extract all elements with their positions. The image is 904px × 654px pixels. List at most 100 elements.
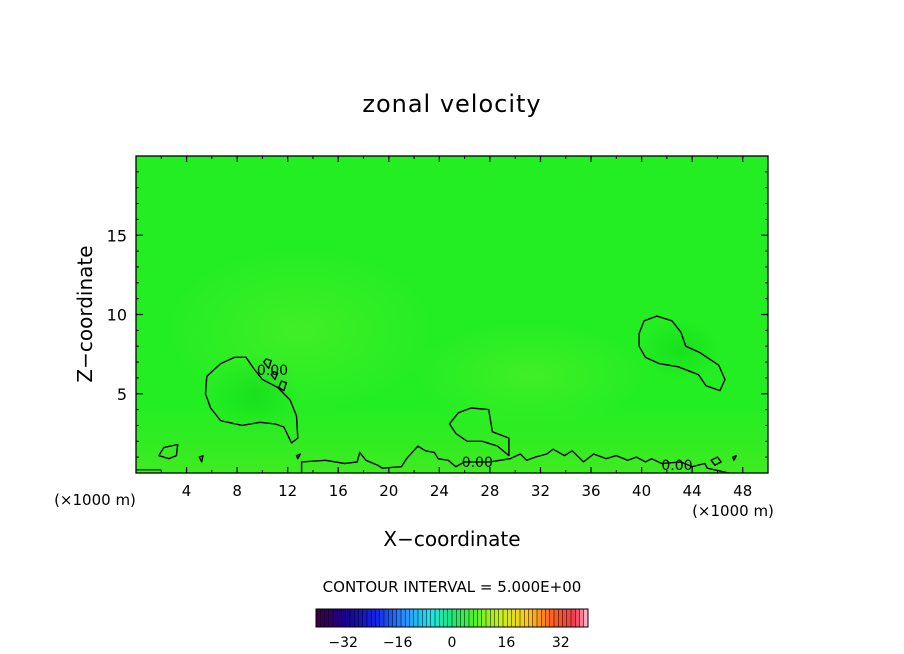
colorbar-swatch	[367, 609, 372, 627]
colorbar-swatch	[511, 609, 517, 627]
colorbar-swatch	[477, 609, 483, 627]
colorbar-swatch	[430, 609, 436, 627]
colorbar-swatch	[320, 609, 325, 627]
colorbar-swatch	[447, 609, 453, 627]
x-tick-label: 12	[278, 482, 297, 500]
contour-interval-text: CONTOUR INTERVAL = 5.000E+00	[323, 578, 582, 596]
contour-labels: 0.00 0.00 0.00	[257, 363, 693, 474]
colorbar-tick-label: 16	[497, 635, 515, 651]
x-tick-label: 20	[379, 482, 398, 500]
colorbar-swatch	[494, 609, 500, 627]
colorbar-swatch	[554, 609, 559, 627]
colorbar-swatch	[426, 609, 432, 627]
colorbar-swatch	[562, 609, 568, 627]
colorbar-swatch	[354, 609, 359, 627]
x-tick-label: 4	[182, 482, 192, 500]
colorbar-swatch	[473, 609, 478, 627]
contour-line	[278, 380, 288, 392]
field-shade-2	[410, 320, 650, 430]
colorbar-swatch	[558, 609, 563, 627]
x-tick-label: 40	[632, 482, 651, 500]
x-axis-label: X−coordinate	[383, 527, 520, 551]
colorbar-swatch	[452, 609, 457, 627]
contour-line	[204, 356, 299, 444]
colorbar-swatch	[316, 609, 321, 627]
colorbar-swatch	[481, 609, 487, 627]
colorbar-swatch	[362, 609, 368, 627]
contour-line	[263, 358, 272, 370]
colorbar-swatch	[549, 609, 555, 627]
colorbar-swatch	[375, 609, 381, 627]
colorbar-swatch	[439, 609, 444, 627]
colorbar	[315, 608, 589, 628]
plot-area: 0.000.00 0.00 4 8 12 16 20 24 28 32 36 40 44 48 5101…	[107, 155, 769, 500]
x-axis-ticks: 4 8 12 16 20 24 28 32 36 40 44 48	[160, 156, 752, 500]
y-tick-label: 15	[107, 226, 127, 245]
colorbar-swatch	[379, 609, 385, 627]
colorbar-swatch	[405, 609, 410, 627]
y-axis-label: Z−coordinate	[73, 245, 97, 382]
colorbar-swatch	[532, 609, 538, 627]
colorbar-swatch	[324, 609, 330, 627]
colorbar-tick-label: 0	[448, 635, 457, 651]
colorbar-swatch	[392, 609, 398, 627]
contour-line-ground	[300, 445, 729, 473]
field-shade-ground	[136, 405, 768, 473]
colorbar-tick-label: −16	[383, 635, 413, 651]
colorbar-tick-labels: −32 −16 0 16 32	[328, 635, 569, 651]
colorbar-swatch	[498, 609, 504, 627]
colorbar-swatch	[409, 609, 415, 627]
contour-line	[295, 453, 301, 460]
colorbar-swatch	[413, 609, 419, 627]
colorbar-swatch	[422, 609, 427, 627]
colorbar-tick-label: −32	[328, 635, 358, 651]
x-tick-label: 32	[531, 482, 550, 500]
colorbar-swatch	[396, 609, 402, 627]
x-tick-label: 48	[733, 482, 752, 500]
y-tick-label: 10	[107, 306, 127, 325]
colorbar-frame	[315, 608, 589, 628]
x-unit-label: (×1000 m)	[54, 491, 136, 509]
x-tick-label: 16	[329, 482, 348, 500]
colorbar-swatch	[435, 609, 440, 627]
y-tick-label: 5	[117, 385, 127, 404]
field-shade-4	[640, 320, 720, 380]
colorbar-swatch	[579, 609, 585, 627]
contour-label: 0.00	[462, 455, 493, 471]
contour-line	[158, 443, 179, 460]
colorbar-swatch	[350, 609, 355, 627]
colorbar-swatch	[486, 609, 491, 627]
colorbar-swatch	[388, 609, 393, 627]
x-tick-label: 44	[683, 482, 702, 500]
x-tick-label: 8	[232, 482, 242, 500]
contour-line	[638, 315, 726, 392]
colorbar-swatch	[583, 609, 589, 627]
colorbar-swatch	[384, 609, 389, 627]
colorbar-swatch	[341, 609, 347, 627]
colorbar-swatch	[456, 609, 461, 627]
colorbar-swatch	[566, 609, 572, 627]
colorbar-tick-label: 32	[552, 635, 570, 651]
contour-line	[731, 454, 738, 461]
colorbar-swatch	[358, 609, 364, 627]
x-tick-label: 24	[430, 482, 449, 500]
y-axis-ticks: 5 10 15	[107, 171, 768, 458]
contour-line	[710, 456, 722, 466]
colorbar-swatch	[515, 609, 521, 627]
colorbar-swatch	[345, 609, 351, 627]
contour-line	[198, 454, 204, 463]
colorbar-swatch	[571, 609, 576, 627]
colorbar-swatch	[333, 609, 338, 627]
colorbar-swatch	[541, 609, 546, 627]
colorbar-swatch	[337, 609, 342, 627]
colorbar-swatch	[520, 609, 525, 627]
colorbar-swatch	[418, 609, 423, 627]
contour-line	[270, 370, 279, 381]
field-shade-1	[160, 245, 440, 415]
colorbar-swatch	[443, 609, 449, 627]
contour-label: 0.00	[661, 458, 692, 474]
colorbar-swatch	[401, 609, 406, 627]
colorbar-swatch	[328, 609, 334, 627]
z-unit-label: (×1000 m)	[692, 502, 774, 520]
